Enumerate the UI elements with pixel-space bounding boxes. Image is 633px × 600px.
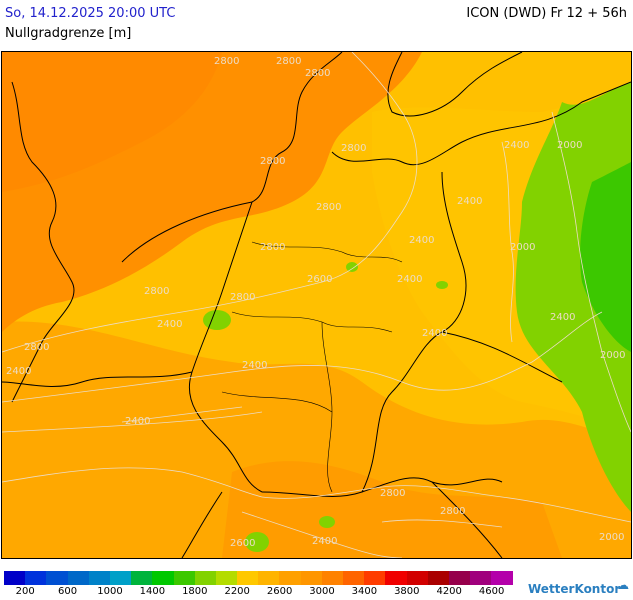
contour-label: 2600 bbox=[230, 538, 255, 549]
legend-label: 3800 bbox=[394, 586, 420, 597]
freezing-level-map: 2800 2800 2800 2800 2800 2800 2800 2800 … bbox=[1, 51, 632, 559]
contour-label: 2400 bbox=[457, 196, 482, 207]
field-2800-atlantic bbox=[2, 52, 222, 192]
contour-label: 2800 bbox=[276, 56, 301, 67]
legend-swatch bbox=[279, 571, 301, 585]
legend-label: 3000 bbox=[309, 586, 335, 597]
legend-label: 4200 bbox=[436, 586, 462, 597]
legend-label: 2600 bbox=[266, 586, 293, 597]
contour-label: 2400 bbox=[397, 274, 422, 285]
legend-swatch bbox=[194, 571, 216, 585]
contour-label: 2800 bbox=[341, 143, 366, 154]
legend-swatch bbox=[46, 571, 68, 585]
legend-swatch bbox=[173, 571, 195, 585]
legend-labels: 200 600 1000 1400 1800 2200 2600 3000 3400 3800 42… bbox=[0, 586, 520, 600]
legend-swatch bbox=[427, 571, 449, 585]
green-patch-alps-east bbox=[319, 516, 335, 528]
legend-label: 1800 bbox=[182, 586, 208, 597]
green-patch-alps-west bbox=[245, 532, 269, 552]
brand-logo-text: WetterKontor bbox=[528, 582, 621, 596]
contour-label: 2800 bbox=[144, 286, 169, 297]
contour-label: 2400 bbox=[242, 360, 267, 371]
parameter-title: Nullgradgrenze [m] bbox=[5, 26, 132, 41]
field-2000-east bbox=[580, 162, 631, 352]
contour-label: 2400 bbox=[422, 328, 447, 339]
legend-swatch bbox=[343, 571, 365, 585]
legend-swatch bbox=[25, 571, 47, 585]
contour-label: 2000 bbox=[557, 140, 582, 151]
contour-label: 2400 bbox=[550, 312, 575, 323]
contour-label: 2400 bbox=[312, 536, 337, 547]
contour-label: 2800 bbox=[316, 202, 341, 213]
legend-swatch bbox=[364, 571, 386, 585]
legend-swatch bbox=[300, 571, 322, 585]
legend-swatch bbox=[4, 571, 26, 585]
legend-swatch bbox=[109, 571, 132, 585]
legend-swatch bbox=[215, 571, 238, 585]
legend-label: 1000 bbox=[97, 586, 123, 597]
legend-swatch bbox=[237, 571, 259, 585]
legend-swatch bbox=[491, 571, 513, 585]
contour-label: 2400 bbox=[157, 319, 182, 330]
legend-label: 600 bbox=[58, 586, 78, 597]
legend-swatch bbox=[67, 571, 89, 585]
legend-label: 3400 bbox=[351, 586, 378, 597]
legend-swatch bbox=[470, 571, 492, 585]
contour-label: 2400 bbox=[6, 366, 31, 377]
legend-label: 200 bbox=[15, 586, 35, 597]
contour-label: 2800 bbox=[230, 292, 255, 303]
legend-swatch bbox=[385, 571, 407, 585]
legend-label: 1400 bbox=[139, 586, 166, 597]
color-scale-legend bbox=[4, 571, 513, 585]
legend-label: 4600 bbox=[478, 586, 505, 597]
legend-label: 2200 bbox=[224, 586, 250, 597]
contour-label: 2400 bbox=[409, 235, 434, 246]
green-patch-saxony bbox=[436, 281, 448, 289]
forecast-date: So, 14.12.2025 20:00 UTC bbox=[5, 6, 176, 21]
legend-swatch bbox=[88, 571, 110, 585]
contour-label: 2600 bbox=[307, 274, 332, 285]
contour-label: 2400 bbox=[504, 140, 529, 151]
legend-swatch bbox=[152, 571, 174, 585]
legend-swatch bbox=[406, 571, 428, 585]
state-borders bbox=[221, 241, 403, 493]
legend-swatch bbox=[448, 571, 471, 585]
contour-label: 2000 bbox=[600, 350, 625, 361]
coastlines bbox=[11, 52, 631, 403]
contour-label: 2800 bbox=[440, 506, 465, 517]
model-run: ICON (DWD) Fr 12 + 56h bbox=[466, 6, 627, 21]
contour-label: 2800 bbox=[260, 156, 285, 167]
contour-label: 2800 bbox=[214, 56, 239, 67]
country-borders bbox=[2, 171, 563, 558]
legend-swatch bbox=[131, 571, 153, 585]
contour-label: 2800 bbox=[24, 342, 49, 353]
contour-label: 2800 bbox=[380, 488, 405, 499]
legend-swatch bbox=[258, 571, 280, 585]
weather-icon: ☁ bbox=[617, 578, 629, 592]
contour-label: 2400 bbox=[125, 416, 150, 427]
contour-labels: 2800 2800 2800 2800 2800 2800 2800 2800 … bbox=[6, 56, 625, 549]
contour-label: 2800 bbox=[305, 68, 330, 79]
contour-label: 2800 bbox=[260, 242, 285, 253]
contour-label: 2000 bbox=[510, 242, 535, 253]
legend-swatch bbox=[321, 571, 343, 585]
contour-lines bbox=[2, 52, 631, 558]
green-patch-harz bbox=[346, 262, 358, 272]
contour-label: 2000 bbox=[599, 532, 624, 543]
green-patch-eifel bbox=[203, 310, 231, 330]
